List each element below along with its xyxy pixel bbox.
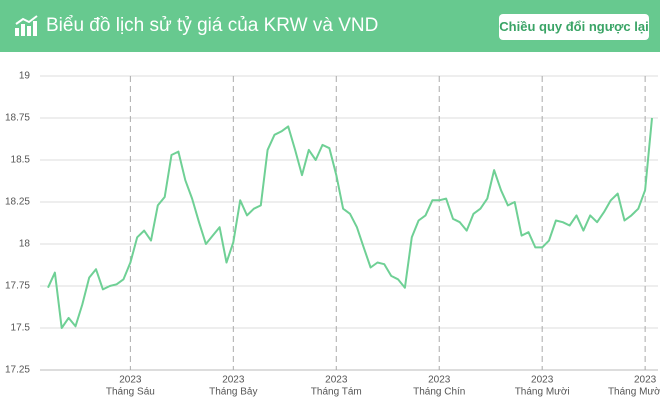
x-tick-label: Tháng Tám (311, 387, 362, 398)
x-tick-label: Tháng Mười Một (608, 387, 660, 398)
rate-line (47, 117, 653, 329)
header: Biểu đồ lịch sử tỷ giá của KRW và VND Ch… (0, 0, 660, 52)
x-tick-label: Tháng Mười (515, 387, 570, 398)
y-tick-label: 18.25 (5, 197, 30, 208)
y-tick-label: 18.5 (11, 155, 31, 166)
title: Biểu đồ lịch sử tỷ giá của KRW và VND (46, 15, 379, 36)
y-tick-label: 17.75 (5, 281, 30, 292)
chart: 17.2517.517.751818.2518.518.75192023Thán… (5, 71, 660, 398)
y-tick-label: 17.25 (5, 365, 30, 376)
x-tick-year: 2023 (634, 375, 657, 386)
y-tick-label: 17.5 (11, 323, 31, 334)
y-tick-label: 18.75 (5, 113, 30, 124)
x-tick-year: 2023 (531, 375, 554, 386)
x-tick-label: Tháng Sáu (106, 387, 155, 398)
x-tick-year: 2023 (222, 375, 245, 386)
x-tick-year: 2023 (325, 375, 348, 386)
x-tick-year: 2023 (428, 375, 451, 386)
x-tick-year: 2023 (119, 375, 142, 386)
y-tick-label: 19 (19, 71, 31, 82)
y-tick-label: 18 (19, 239, 31, 250)
swap-button[interactable]: Chiều quy đổi ngược lại (499, 14, 649, 40)
x-tick-label: Tháng Bảy (209, 387, 257, 398)
x-tick-label: Tháng Chín (413, 387, 465, 398)
chart-icon (15, 15, 38, 36)
